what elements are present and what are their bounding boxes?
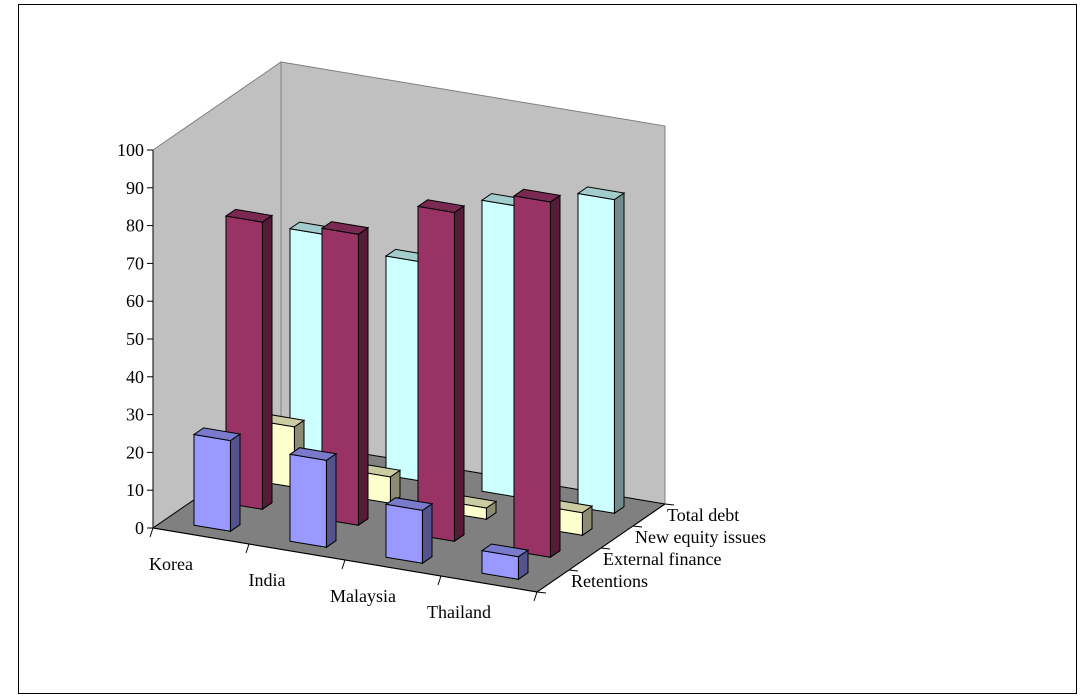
- bar-retentions-india: [288, 447, 338, 549]
- bar-retentions-malaysia: [384, 497, 434, 565]
- series-label: New equity issues: [635, 527, 766, 547]
- bar-top: [480, 543, 530, 558]
- y-tick-label: 10: [126, 480, 144, 500]
- bar-front: [385, 255, 423, 482]
- bar-front: [577, 192, 615, 514]
- bar-side: [613, 192, 625, 515]
- bar-external-finance-thailand: [512, 188, 562, 559]
- bar-side: [325, 452, 337, 549]
- x-axis: Korea India Malaysia Thailand: [149, 527, 538, 622]
- y-tick-label: 80: [126, 216, 144, 236]
- bar-top: [320, 221, 370, 235]
- bar-side: [229, 433, 241, 533]
- z-tick-mark: [568, 569, 579, 572]
- bar-front: [481, 199, 519, 498]
- bar-side: [549, 194, 561, 559]
- x-tick-mark: [533, 591, 538, 602]
- bar-front: [417, 205, 455, 542]
- bar-top: [384, 497, 434, 511]
- y-tick-label: 60: [126, 291, 144, 311]
- y-tick-label: 90: [126, 178, 144, 198]
- z-tick-mark: [632, 525, 643, 528]
- bar-top: [288, 447, 338, 461]
- y-tick-label: 30: [126, 405, 144, 425]
- y-tick-label: 70: [126, 253, 144, 273]
- series-label: Retentions: [571, 571, 648, 591]
- bar-external-finance-india: [320, 221, 370, 527]
- bar-side: [261, 214, 273, 511]
- bar-side: [357, 226, 369, 527]
- bar-top: [512, 188, 562, 203]
- x-tick-mark: [437, 575, 442, 586]
- bar-top: [192, 427, 242, 442]
- z-tick-mark: [536, 591, 547, 594]
- bar-top: [576, 186, 626, 201]
- x-tick-mark: [149, 527, 154, 538]
- series-label: Total debt: [667, 505, 739, 525]
- bars: [192, 186, 626, 581]
- x-tick-mark: [341, 559, 346, 570]
- bar-front: [193, 433, 231, 532]
- x-tick-mark: [245, 543, 250, 554]
- y-tick-label: 0: [135, 518, 144, 538]
- z-tick-mark: [600, 547, 611, 550]
- bar-front: [289, 453, 327, 548]
- z-tick-mark: [664, 503, 675, 506]
- category-label: Korea: [149, 554, 193, 574]
- y-tick-label: 20: [126, 442, 144, 462]
- bar-side: [421, 502, 433, 565]
- y-tick-label: 100: [117, 140, 144, 160]
- bar-retentions-thailand: [480, 543, 530, 581]
- series-label: External finance: [603, 549, 721, 569]
- bar-total-debt-thailand: [576, 186, 626, 515]
- bar-top: [224, 208, 274, 223]
- category-label: Thailand: [427, 602, 491, 622]
- category-label: Malaysia: [330, 586, 396, 606]
- bar-side: [453, 204, 465, 543]
- category-label: India: [249, 570, 286, 590]
- bar-retentions-korea: [192, 427, 242, 533]
- bar-top: [416, 199, 466, 214]
- bar-external-finance-malaysia: [416, 199, 466, 543]
- y-axis: 0 10 20 30 40 50 60 70 80 90 100: [117, 140, 154, 538]
- bar-front: [513, 195, 551, 558]
- y-tick-label: 40: [126, 367, 144, 387]
- y-tick-label: 50: [126, 329, 144, 349]
- bar-front: [385, 503, 423, 564]
